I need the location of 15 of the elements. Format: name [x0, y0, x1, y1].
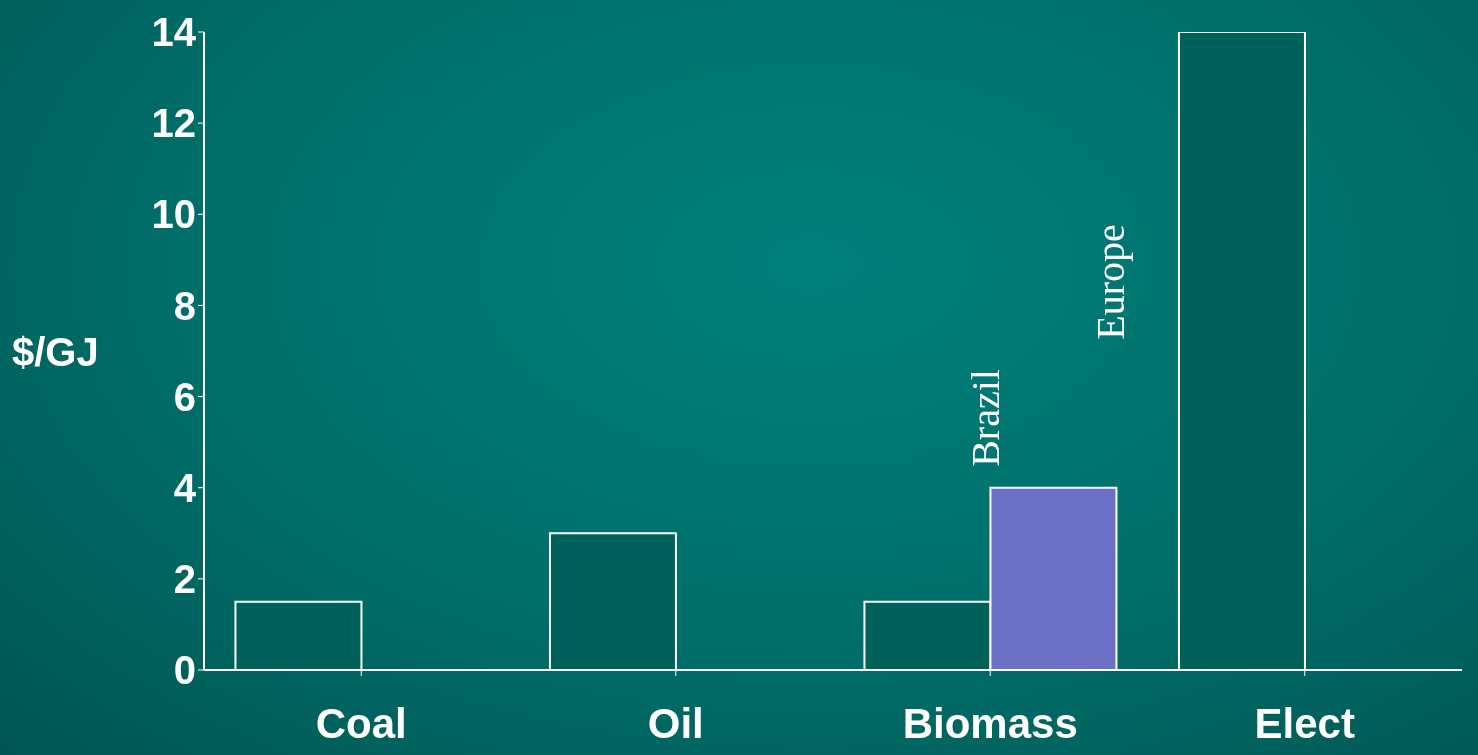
x-tick-label: Biomass	[902, 699, 1078, 747]
y-tick-label: 8	[173, 283, 196, 328]
y-tick-label: 12	[151, 101, 196, 146]
annotation: Brazil	[961, 369, 1009, 467]
y-axis-title: $/GJ	[12, 330, 99, 375]
x-tick-label: Elect	[1254, 699, 1355, 747]
y-tick-label: 4	[173, 465, 197, 510]
y-tick-label: 14	[151, 10, 197, 55]
y-tick-label: 0	[173, 648, 196, 693]
y-tick-label: 6	[173, 374, 196, 419]
y-tick-label: 10	[151, 192, 196, 237]
y-tick-label: 2	[173, 557, 196, 602]
annotation: Europe	[1086, 224, 1134, 340]
x-tick-label: Coal	[315, 699, 407, 747]
x-tick-label: Oil	[647, 699, 704, 747]
